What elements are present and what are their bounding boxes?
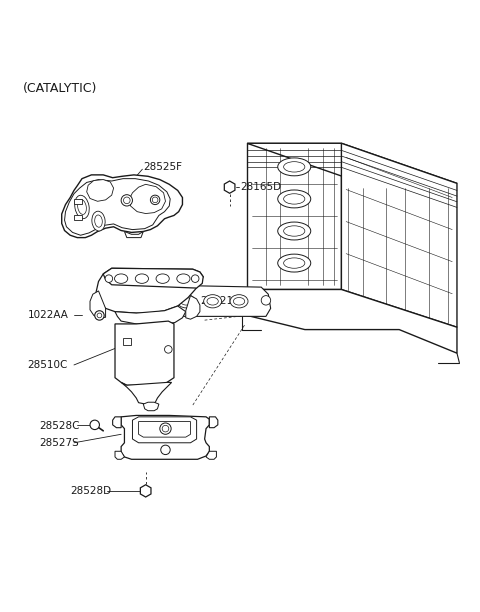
Ellipse shape: [204, 295, 222, 308]
Circle shape: [161, 445, 170, 455]
Text: 28510C: 28510C: [28, 360, 68, 370]
Ellipse shape: [92, 211, 105, 231]
Polygon shape: [144, 402, 159, 411]
Circle shape: [152, 197, 158, 203]
Text: 28528C: 28528C: [39, 421, 80, 431]
Ellipse shape: [156, 274, 169, 283]
Ellipse shape: [78, 200, 86, 214]
Polygon shape: [90, 291, 106, 318]
Circle shape: [95, 311, 104, 320]
Ellipse shape: [115, 274, 128, 283]
Polygon shape: [247, 289, 457, 353]
Circle shape: [97, 313, 102, 318]
Polygon shape: [206, 451, 216, 459]
Ellipse shape: [180, 297, 192, 305]
Text: 28165D: 28165D: [240, 182, 281, 192]
Ellipse shape: [177, 295, 195, 308]
Circle shape: [150, 195, 160, 204]
Text: 28521A: 28521A: [200, 296, 240, 306]
Polygon shape: [121, 416, 209, 459]
Ellipse shape: [284, 162, 305, 172]
Polygon shape: [74, 215, 82, 220]
Circle shape: [121, 195, 132, 206]
Polygon shape: [121, 382, 172, 405]
Polygon shape: [247, 143, 341, 289]
Ellipse shape: [284, 194, 305, 204]
Ellipse shape: [284, 226, 305, 236]
Circle shape: [165, 346, 172, 353]
Polygon shape: [186, 296, 200, 319]
Polygon shape: [224, 181, 235, 193]
Ellipse shape: [95, 215, 102, 227]
Polygon shape: [87, 179, 114, 201]
Polygon shape: [123, 338, 131, 345]
Polygon shape: [113, 417, 121, 428]
Text: 1022AA: 1022AA: [28, 310, 69, 321]
Circle shape: [123, 197, 130, 204]
Circle shape: [261, 296, 271, 305]
Ellipse shape: [135, 274, 148, 283]
Polygon shape: [103, 268, 203, 288]
Ellipse shape: [207, 297, 218, 305]
Polygon shape: [62, 175, 182, 237]
Polygon shape: [115, 306, 186, 325]
Polygon shape: [132, 417, 197, 443]
Ellipse shape: [278, 158, 311, 176]
Circle shape: [105, 275, 113, 282]
Ellipse shape: [278, 190, 311, 208]
Text: (CATALYTIC): (CATALYTIC): [23, 82, 97, 95]
Circle shape: [160, 423, 171, 435]
Polygon shape: [124, 231, 144, 237]
Ellipse shape: [278, 254, 311, 272]
Text: 28528D: 28528D: [70, 486, 111, 496]
Polygon shape: [115, 321, 174, 385]
Ellipse shape: [233, 297, 245, 305]
Ellipse shape: [284, 258, 305, 268]
Polygon shape: [96, 268, 203, 313]
Polygon shape: [209, 417, 218, 428]
Circle shape: [162, 425, 169, 432]
Ellipse shape: [151, 295, 169, 308]
Polygon shape: [139, 422, 191, 437]
Ellipse shape: [278, 222, 311, 240]
Polygon shape: [140, 485, 151, 497]
Polygon shape: [115, 451, 124, 459]
Ellipse shape: [177, 274, 190, 283]
Polygon shape: [74, 200, 82, 204]
Polygon shape: [139, 285, 271, 316]
Text: 28527S: 28527S: [39, 438, 79, 448]
Polygon shape: [129, 184, 166, 214]
Polygon shape: [64, 179, 170, 235]
Polygon shape: [247, 143, 457, 184]
Circle shape: [192, 275, 199, 282]
Circle shape: [90, 420, 99, 430]
Ellipse shape: [75, 195, 89, 218]
Ellipse shape: [154, 297, 166, 305]
Circle shape: [145, 296, 154, 305]
Polygon shape: [341, 143, 457, 327]
Text: 28525F: 28525F: [144, 162, 182, 172]
Ellipse shape: [230, 295, 248, 308]
